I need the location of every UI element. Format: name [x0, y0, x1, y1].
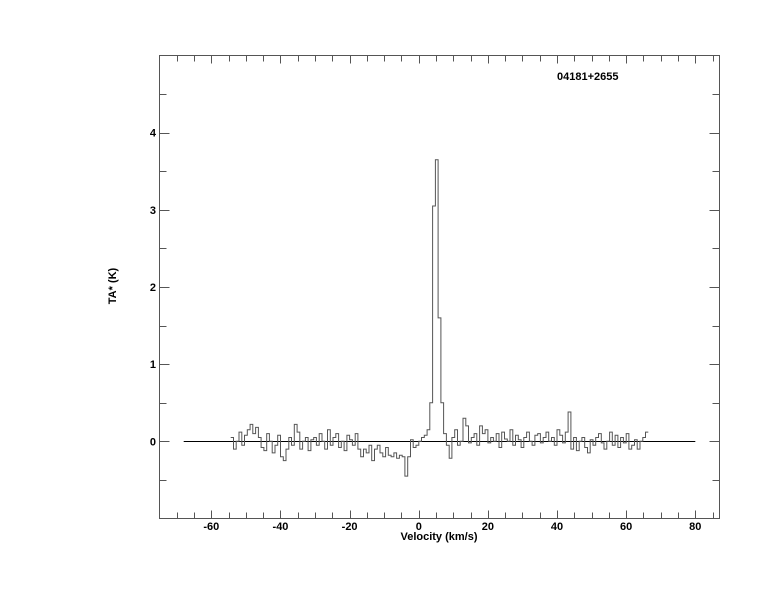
y-axis-label: TA* (K): [107, 267, 119, 304]
x-tick-label: 20: [482, 521, 494, 533]
x-tick-label: -20: [342, 521, 358, 533]
x-tick-label: 40: [551, 521, 563, 533]
x-tick-label: 60: [620, 521, 632, 533]
y-tick-label: 3: [150, 205, 156, 217]
x-tick-labels: -60 -40 -20 0 20 40 60 80: [203, 521, 701, 533]
y-tick-label: 2: [150, 282, 156, 294]
x-tick-label: -40: [273, 521, 289, 533]
y-tick-label: 4: [150, 128, 157, 140]
plot-frame: [159, 55, 720, 519]
axis-ticks: [159, 55, 720, 519]
y-tick-labels: 0 1 2 3 4: [150, 128, 157, 449]
y-tick-label: 0: [150, 436, 156, 448]
x-tick-label: -60: [203, 521, 219, 533]
x-tick-label: 0: [416, 521, 422, 533]
x-tick-label: 80: [689, 521, 701, 533]
chart-title: 04181+2655: [557, 71, 618, 83]
y-tick-label: 1: [150, 359, 156, 371]
spectrum-line: [230, 159, 649, 477]
x-axis-label: Velocity (km/s): [400, 531, 477, 543]
